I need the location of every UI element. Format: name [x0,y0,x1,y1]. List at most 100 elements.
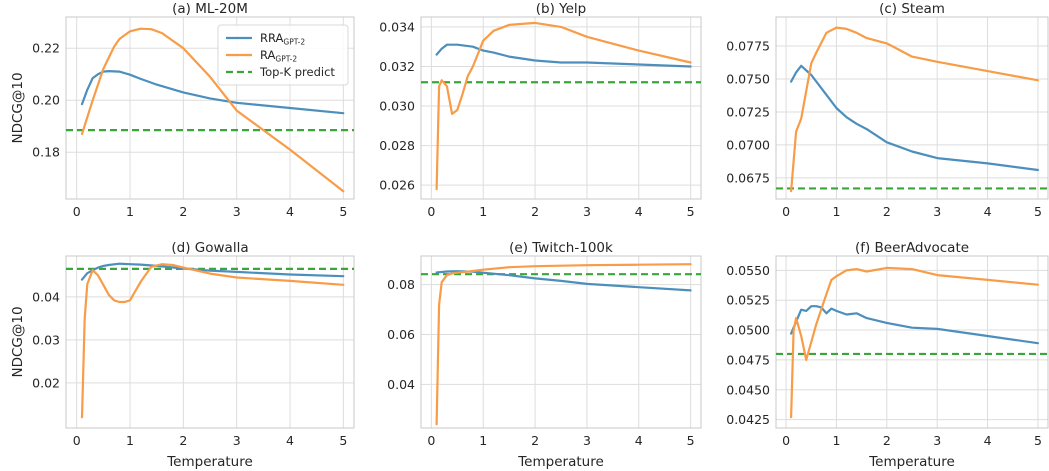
series-line-ra [80,27,345,193]
y-tick-label: 0.20 [32,93,60,108]
y-tick-label: 0.03 [32,332,60,347]
x-tick-label: 5 [687,204,695,219]
x-tick-label: 5 [339,433,347,448]
chart-panel-5: 0 1 2 3 4 5 0.04 0.06 0.08 (e) Twitch-100k Tempera… [387,240,702,470]
legend-label-subscript: GPT-2 [275,55,297,64]
x-tick-label: 1 [126,433,134,448]
y-tick-label: 0.0725 [726,104,770,119]
series-line-ra [80,263,345,419]
x-tick-label: 3 [233,204,241,219]
x-tick-label: 3 [583,433,591,448]
legend-label-main: Top-K predict [259,65,335,79]
y-tick-label: 0.22 [32,41,60,56]
chart-panel-4: 0 1 2 3 4 5 0.02 0.03 0.04 (d) Gowalla NDCG@10 Temp… [10,240,355,470]
x-tick-label: 2 [883,204,891,219]
chart-title: (e) Twitch-100k [509,240,613,256]
plot-frame [420,255,702,429]
y-tick-label: 0.0450 [726,382,770,397]
x-tick-label: 3 [233,433,241,448]
x-tick-label: 0 [73,433,81,448]
x-tick-label: 0 [427,433,435,448]
plot-frame [65,255,355,429]
y-tick-label: 0.0475 [726,352,770,367]
chart-panel-1: 0 1 2 3 4 50.180.200.22(a) ML-20MNDCG@10RRAGP… [10,1,355,219]
y-tick-label: 0.034 [379,19,415,34]
x-tick-label: 2 [531,204,539,219]
y-tick-label: 0.032 [379,59,415,74]
y-tick-label: 0.0750 [726,71,770,86]
plot-frame [420,16,702,200]
x-tick-label: 5 [1034,433,1042,448]
x-tick-label: 3 [933,433,941,448]
x-tick-label: 3 [933,204,941,219]
x-axis-label: Temperature [868,454,955,470]
x-tick-label: 0 [782,433,790,448]
y-tick-label: 0.026 [379,178,415,193]
legend-label-main: RRA [260,31,284,45]
series-line-rra [80,69,345,115]
x-tick-label: 5 [687,433,695,448]
y-tick-label: 0.030 [379,99,415,114]
chart-panel-3: 0 1 2 3 4 5 0.0675 0.0700 0.0725 0.0750 0.0775 (c) … [726,1,1049,219]
chart-panel-2: 0 1 2 3 4 5 0.026 0.028 0.030 0.032 0.034 (b) Yelp [379,1,702,219]
y-tick-label: 0.18 [32,145,60,160]
y-tick-label: 0.04 [32,289,60,304]
x-tick-label: 5 [1034,204,1042,219]
x-tick-label: 1 [479,204,487,219]
x-tick-label: 4 [286,433,294,448]
x-tick-label: 4 [286,204,294,219]
y-axis-label: NDCG@10 [10,72,26,143]
plot-frame [775,16,1049,200]
y-tick-label: 0.028 [379,138,415,153]
series-line-ra [435,263,692,426]
x-tick-label: 5 [339,204,347,219]
series-line-rra [435,43,692,68]
x-tick-label: 4 [984,204,992,219]
chart-title: (f) BeerAdvocate [855,240,969,256]
x-tick-label: 2 [179,204,187,219]
y-tick-label: 0.0500 [726,323,770,338]
series-line-rra [80,262,345,281]
legend-label-ra: RAGPT-2 [260,48,297,64]
series-line-ra [789,26,1040,193]
x-tick-label: 0 [427,204,435,219]
series-line-ra [789,266,1040,419]
x-tick-label: 2 [883,433,891,448]
y-tick-label: 0.08 [387,277,415,292]
panels: 0 1 2 3 4 50.180.200.22(a) ML-20MNDCG@10RRAGP… [10,1,1049,470]
series-line-rra [435,270,692,292]
legend-box [217,24,349,86]
chart-panel-6: 0 1 2 3 4 5 0.0425 0.0450 0.0475 0.0500 0.0525 0.05… [726,240,1049,470]
series-line-rra [789,305,1040,345]
x-tick-label: 1 [479,433,487,448]
y-tick-label: 0.04 [387,377,415,392]
legend-label-topk: Top-K predict [259,65,335,79]
x-tick-label: 0 [73,204,81,219]
legend-label-subscript: GPT-2 [283,38,305,47]
series-line-rra [789,64,1040,172]
x-tick-label: 3 [583,204,591,219]
y-tick-label: 0.0675 [726,170,770,185]
chart-title: (b) Yelp [536,1,586,17]
y-tick-label: 0.0775 [726,39,770,54]
plot-frame [65,16,355,200]
chart-title: (a) ML-20M [172,1,248,17]
chart-title: (c) Steam [879,1,945,17]
y-axis-label: NDCG@10 [10,306,26,377]
x-tick-label: 1 [126,204,134,219]
legend-label-main: RA [260,48,276,62]
x-tick-label: 2 [531,433,539,448]
plot-frame [775,255,1049,429]
y-tick-label: 0.06 [387,327,415,342]
y-tick-label: 0.0525 [726,293,770,308]
x-tick-label: 0 [782,204,790,219]
series-line-ra [435,21,692,191]
x-tick-label: 2 [179,433,187,448]
legend-label-rra: RRAGPT-2 [260,31,305,47]
x-tick-label: 4 [635,433,643,448]
x-tick-label: 1 [832,433,840,448]
y-tick-label: 0.0425 [726,412,770,427]
chart-title: (d) Gowalla [171,240,248,256]
